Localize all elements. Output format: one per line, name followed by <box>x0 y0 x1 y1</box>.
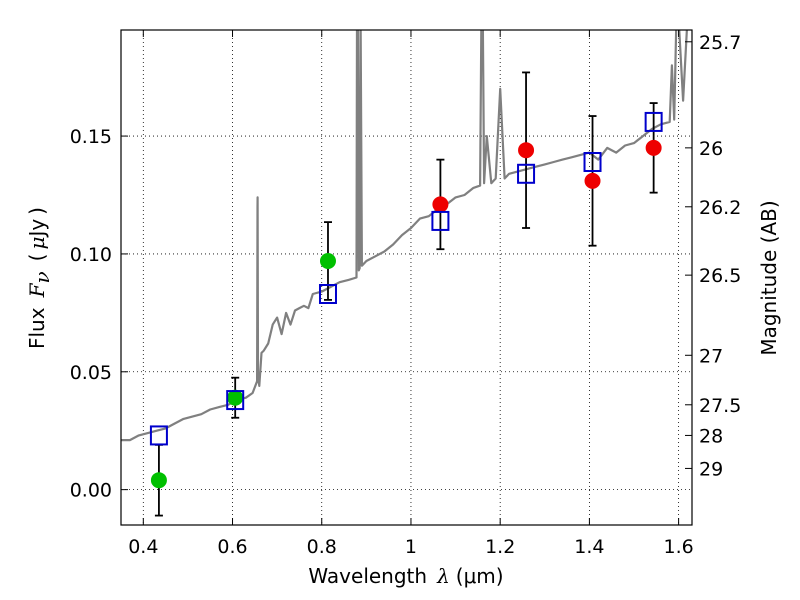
x-axis-label: Wavelength λ (μm) <box>308 564 503 588</box>
x-tick-label: 0.4 <box>128 536 158 558</box>
plot-frame <box>120 29 693 526</box>
data-points-group <box>149 111 663 489</box>
observed_nir-point <box>584 172 601 189</box>
y-tick-label: 0.10 <box>70 244 112 266</box>
model_photometry-point <box>644 111 663 132</box>
x-tick-label: 0.8 <box>307 536 337 558</box>
model_photometry-point <box>431 210 450 231</box>
right-tick-label: 29 <box>699 458 723 480</box>
right-tick-label: 26.5 <box>699 265 741 287</box>
right-tick-label: 25.7 <box>699 32 741 54</box>
y-tick-label: 0.00 <box>70 480 112 502</box>
model_photometry-point <box>226 390 245 411</box>
x-tick-label: 1.6 <box>664 536 694 558</box>
grid-lines <box>121 30 692 525</box>
model_photometry-point <box>583 152 602 172</box>
right-tick-label: 27.5 <box>699 395 741 417</box>
x-tick-label: 1 <box>405 536 417 558</box>
x-axis-ticks: 0.4 0.6 0.8 1 1.2 1.4 1.6 <box>128 30 694 558</box>
right-tick-label: 26.2 <box>699 197 741 219</box>
y-axis-left-ticks: 0.00 0.05 0.10 0.15 <box>70 126 128 502</box>
observed_nir-point <box>645 139 662 156</box>
observed_nir-point <box>432 196 449 213</box>
observed_optical-point <box>150 472 167 489</box>
y-axis-right-ticks: 25.7 26 26.2 26.5 27 27.5 28 29 <box>685 32 741 480</box>
y-axis-right-label: Magnitude (AB) <box>757 200 781 355</box>
plot-background <box>121 30 692 525</box>
model_photometry-point <box>517 163 536 184</box>
observed_optical-point <box>319 253 336 269</box>
right-tick-label: 28 <box>699 425 723 447</box>
x-tick-label: 1.2 <box>485 536 515 558</box>
model_photometry-point <box>318 284 337 304</box>
right-tick-label: 26 <box>699 138 723 160</box>
y-axis-left-label: FluxFν(μJy) <box>25 207 54 349</box>
model_photometry-point <box>149 425 168 446</box>
y-tick-label: 0.15 <box>70 126 112 148</box>
right-tick-label: 27 <box>699 345 723 367</box>
observed_nir-point <box>518 142 535 159</box>
y-tick-label: 0.05 <box>70 362 112 384</box>
observed_optical-point <box>227 389 244 406</box>
model-spectrum-line <box>121 30 688 442</box>
x-tick-label: 0.6 <box>217 536 247 558</box>
model-spectrum-group <box>121 30 688 442</box>
x-tick-label: 1.4 <box>574 536 604 558</box>
